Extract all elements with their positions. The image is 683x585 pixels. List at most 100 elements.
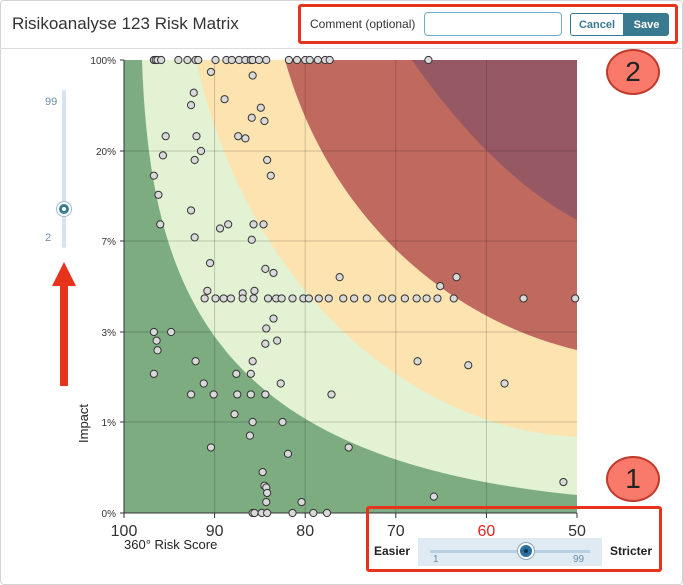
risk-point[interactable]: [322, 508, 332, 518]
risk-point[interactable]: [206, 67, 216, 77]
risk-point[interactable]: [413, 357, 422, 366]
risk-point[interactable]: [436, 281, 445, 291]
risk-point[interactable]: [234, 132, 243, 141]
risk-point[interactable]: [254, 55, 264, 65]
risk-point[interactable]: [519, 294, 528, 303]
risk-point[interactable]: [186, 101, 196, 110]
risk-point[interactable]: [559, 477, 568, 487]
risk-point[interactable]: [248, 71, 257, 80]
risk-point[interactable]: [433, 294, 442, 303]
risk-point[interactable]: [206, 443, 216, 452]
cancel-button[interactable]: Cancel: [570, 13, 624, 36]
risk-point[interactable]: [215, 224, 225, 233]
risk-point[interactable]: [200, 294, 209, 303]
risk-point[interactable]: [192, 132, 201, 141]
risk-point[interactable]: [149, 171, 158, 180]
risk-point[interactable]: [324, 294, 333, 303]
risk-point[interactable]: [292, 55, 302, 65]
risk-point[interactable]: [154, 190, 163, 199]
risk-point[interactable]: [152, 336, 161, 345]
risk-point[interactable]: [269, 268, 278, 278]
risk-point[interactable]: [273, 336, 282, 345]
risk-point[interactable]: [249, 294, 258, 303]
risk-point[interactable]: [167, 327, 176, 337]
risk-point[interactable]: [263, 488, 272, 498]
risk-point[interactable]: [297, 497, 306, 507]
risk-point[interactable]: [305, 55, 314, 65]
risk-point[interactable]: [269, 314, 278, 323]
risk-point[interactable]: [249, 220, 258, 229]
risk-point[interactable]: [429, 492, 438, 501]
risk-point[interactable]: [362, 294, 371, 303]
risk-point[interactable]: [350, 294, 359, 303]
risk-point[interactable]: [304, 294, 313, 303]
risk-point[interactable]: [247, 113, 256, 122]
comment-input[interactable]: [424, 12, 562, 36]
risk-point[interactable]: [263, 294, 273, 303]
risk-point[interactable]: [422, 294, 431, 303]
risk-point[interactable]: [161, 132, 170, 141]
risk-point[interactable]: [232, 369, 241, 378]
risk-point[interactable]: [260, 116, 269, 126]
risk-point[interactable]: [191, 357, 200, 366]
risk-point[interactable]: [174, 55, 183, 65]
risk-point[interactable]: [199, 379, 208, 388]
risk-point[interactable]: [211, 294, 220, 303]
risk-point[interactable]: [230, 410, 239, 419]
risk-point[interactable]: [256, 103, 265, 112]
risk-point[interactable]: [452, 273, 461, 282]
risk-point[interactable]: [266, 171, 275, 180]
risk-point[interactable]: [388, 294, 397, 303]
threshold-slider-thumb[interactable]: [518, 543, 535, 559]
risk-point[interactable]: [339, 294, 348, 303]
risk-point[interactable]: [412, 294, 421, 303]
risk-point[interactable]: [314, 294, 323, 303]
risk-point[interactable]: [259, 220, 268, 229]
risk-point[interactable]: [284, 55, 293, 65]
risk-point[interactable]: [183, 55, 192, 65]
risk-point[interactable]: [241, 134, 250, 143]
risk-point[interactable]: [263, 155, 272, 165]
risk-point[interactable]: [157, 55, 166, 65]
risk-point[interactable]: [149, 369, 158, 378]
risk-point[interactable]: [194, 55, 203, 65]
risk-point[interactable]: [226, 294, 236, 303]
risk-point[interactable]: [205, 258, 215, 268]
threshold-slider-track[interactable]: [430, 550, 590, 553]
risk-point[interactable]: [424, 55, 433, 65]
risk-point[interactable]: [261, 264, 270, 273]
risk-point[interactable]: [400, 294, 409, 303]
risk-point[interactable]: [250, 508, 259, 518]
risk-point[interactable]: [156, 220, 165, 229]
risk-point[interactable]: [203, 286, 212, 295]
risk-point[interactable]: [500, 379, 509, 388]
risk-point[interactable]: [153, 346, 162, 355]
risk-point[interactable]: [309, 508, 318, 518]
risk-point[interactable]: [190, 233, 199, 242]
risk-point[interactable]: [378, 294, 387, 303]
risk-point[interactable]: [276, 379, 285, 388]
risk-point[interactable]: [246, 390, 255, 399]
risk-point[interactable]: [189, 88, 198, 97]
risk-point[interactable]: [313, 55, 322, 65]
risk-point[interactable]: [186, 206, 196, 215]
risk-point[interactable]: [186, 390, 196, 399]
risk-point[interactable]: [571, 294, 580, 303]
risk-point[interactable]: [464, 361, 473, 370]
risk-point[interactable]: [233, 390, 242, 399]
risk-point[interactable]: [262, 497, 271, 507]
risk-point[interactable]: [250, 286, 259, 295]
risk-point[interactable]: [238, 294, 247, 303]
risk-point[interactable]: [277, 294, 286, 303]
risk-point[interactable]: [220, 95, 229, 104]
risk-point[interactable]: [227, 55, 236, 65]
risk-point[interactable]: [246, 369, 255, 378]
risk-point[interactable]: [261, 339, 270, 348]
risk-point[interactable]: [190, 155, 199, 165]
risk-point[interactable]: [247, 235, 256, 244]
risk-point[interactable]: [325, 55, 334, 65]
risk-point[interactable]: [449, 294, 458, 303]
risk-point[interactable]: [344, 443, 353, 452]
risk-point[interactable]: [327, 390, 336, 399]
risk-point[interactable]: [248, 417, 257, 427]
